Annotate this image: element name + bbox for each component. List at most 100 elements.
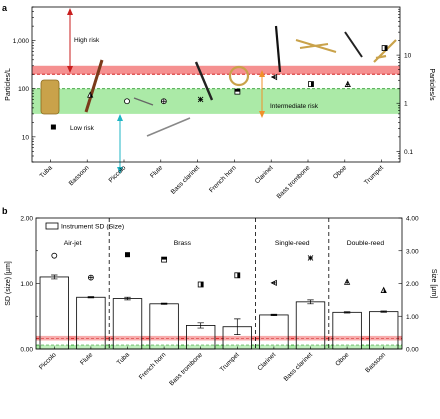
a-y2-tick-label: 10 <box>404 53 412 60</box>
b-error-bar-clarinet <box>270 313 278 316</box>
b-x-tick-label: Bassoon <box>364 351 387 374</box>
panel-a-letter: a <box>2 3 8 13</box>
b-bar-french-horn <box>149 303 179 350</box>
b-size-point-bass-clarinet-shape <box>307 255 314 261</box>
b-size-point-bassoon <box>380 286 387 293</box>
a-point-bassoon <box>87 91 94 98</box>
a-point-french-horn-fill <box>234 89 240 92</box>
a-band-0 <box>32 65 400 75</box>
b-size-points <box>51 252 387 293</box>
b-bar-bass-clarinet <box>295 301 326 350</box>
b-band-1 <box>36 345 402 349</box>
b-y2-tick-label: 0.00 <box>406 347 419 354</box>
clarinet-illustration <box>274 25 282 73</box>
high-risk-arrow-heads <box>67 8 73 73</box>
b-size-point-bass-trombone-fill <box>200 281 204 287</box>
b-error-bar-piccolo <box>51 274 58 280</box>
low-risk-label: Low risk <box>70 125 95 132</box>
b-size-point-clarinet-cross <box>271 281 277 285</box>
b-size-point-tuba-shape <box>125 252 130 258</box>
b-group-label: Double-reed <box>347 240 385 247</box>
a-point-oboe <box>344 80 351 87</box>
a-instrument-illustrations: High risk Low risk Intermediate risk <box>40 8 397 174</box>
a-point-bass-trombone-fill <box>311 81 314 87</box>
b-y2-tick-label: 3.00 <box>406 248 419 255</box>
french-horn-illustration <box>228 65 250 87</box>
b-size-point-oboe <box>343 278 351 285</box>
b-legend-swatch <box>45 222 59 230</box>
a-point-flute-cross <box>161 98 167 104</box>
b-size-point-bass-trombone <box>197 281 204 288</box>
a-plot-frame <box>31 6 401 163</box>
a-x-tick-label: Clarinet <box>254 164 275 185</box>
bassoon-illustration <box>84 59 104 113</box>
b-size-point-trumpet <box>234 272 241 279</box>
b-size-point-french-horn <box>161 256 168 263</box>
b-size-point-bass-clarinet <box>307 255 314 261</box>
a-point-bass-clarinet-shape <box>197 96 204 103</box>
b-bar-piccolo <box>39 276 69 350</box>
a-y2-axis-title: Particles/s <box>428 68 435 101</box>
a-point-bassoon-fill <box>90 92 93 98</box>
b-group-label: Single-reed <box>275 240 310 247</box>
b-error-bar-bass-clarinet <box>307 299 314 305</box>
a-y-axis-title: Particles/L <box>5 68 12 101</box>
b-size-point-flute <box>88 274 94 281</box>
b-x-tick-label: Bass trombone <box>168 351 204 387</box>
b-x-tick-label: Flute <box>79 351 94 366</box>
tuba-illustration <box>40 79 60 115</box>
a-x-tick-label: Oboe <box>332 164 348 180</box>
b-y-axis-title: SD (size) [µm] <box>5 261 12 306</box>
b-bar-clarinet <box>259 314 289 350</box>
a-y2-tick-label: 0.1 <box>404 149 413 156</box>
a-point-bass-clarinet <box>197 96 204 103</box>
a-point-clarinet-cross <box>271 75 277 79</box>
b-y-tick-label: 2.00 <box>20 216 33 223</box>
b-bars <box>39 274 399 350</box>
a-point-clarinet <box>270 73 278 81</box>
flute-illustration <box>146 117 191 137</box>
a-x-tick-label: Bass clarinet <box>170 164 201 195</box>
b-size-point-trumpet-fill <box>237 272 240 278</box>
b-size-point-french-horn-fill <box>161 257 167 260</box>
b-error-bar-french-horn <box>160 302 168 305</box>
b-axes: Air-jet Brass Single-reed Double-reed Instru… <box>5 216 437 388</box>
b-error-bar-flute <box>87 296 95 299</box>
b-y2-tick-label: 2.00 <box>406 281 419 288</box>
b-bands <box>36 335 402 349</box>
a-point-piccolo-shape <box>124 98 130 105</box>
b-size-point-piccolo-shape <box>51 252 58 259</box>
b-bar-flute <box>76 296 106 350</box>
b-y-tick-label: 0.00 <box>20 347 33 354</box>
b-error-bar-trumpet <box>234 318 241 335</box>
intermediate-risk-label: Intermediate risk <box>270 103 319 110</box>
b-error-bar-oboe <box>343 311 351 314</box>
a-x-tick-label: Bassoon <box>68 164 91 187</box>
panel-a: High risk Low risk Intermediate risk 10 10 0… <box>5 6 435 200</box>
b-error-bar-bass-trombone <box>197 322 204 329</box>
bass-clarinet-illustration <box>194 61 214 101</box>
b-y2-axis-title: Size [µm] <box>430 269 437 298</box>
oboe-illustration <box>344 31 363 58</box>
b-group-label: Brass <box>174 240 192 247</box>
b-x-tick-label: Trumpet <box>219 351 241 373</box>
b-size-point-bassoon-fill <box>383 287 387 293</box>
a-x-tick-label: Bass trombone <box>276 164 312 200</box>
a-point-french-horn <box>234 88 241 95</box>
a-point-trumpet <box>381 45 388 51</box>
a-point-oboe-cross <box>346 81 350 87</box>
b-bar-bassoon <box>369 311 399 350</box>
panel-b: Air-jet Brass Single-reed Double-reed Instru… <box>5 216 437 388</box>
b-legend-label: Instrument SD (Size) <box>61 224 124 231</box>
a-y-tick-label: 10 <box>22 134 30 141</box>
b-x-tick-label: Bass clarinet <box>283 351 314 382</box>
b-y2-tick-label: 4.00 <box>406 216 419 223</box>
b-size-point-flute-cross <box>88 275 94 281</box>
high-risk-label: High risk <box>74 37 100 44</box>
b-x-tick-label: Clarinet <box>257 351 278 372</box>
a-x-tick-label: French horn <box>208 164 238 194</box>
a-point-tuba-shape <box>50 124 56 130</box>
a-x-tick-label: Trumpet <box>363 164 385 186</box>
a-point-tuba <box>50 124 56 130</box>
